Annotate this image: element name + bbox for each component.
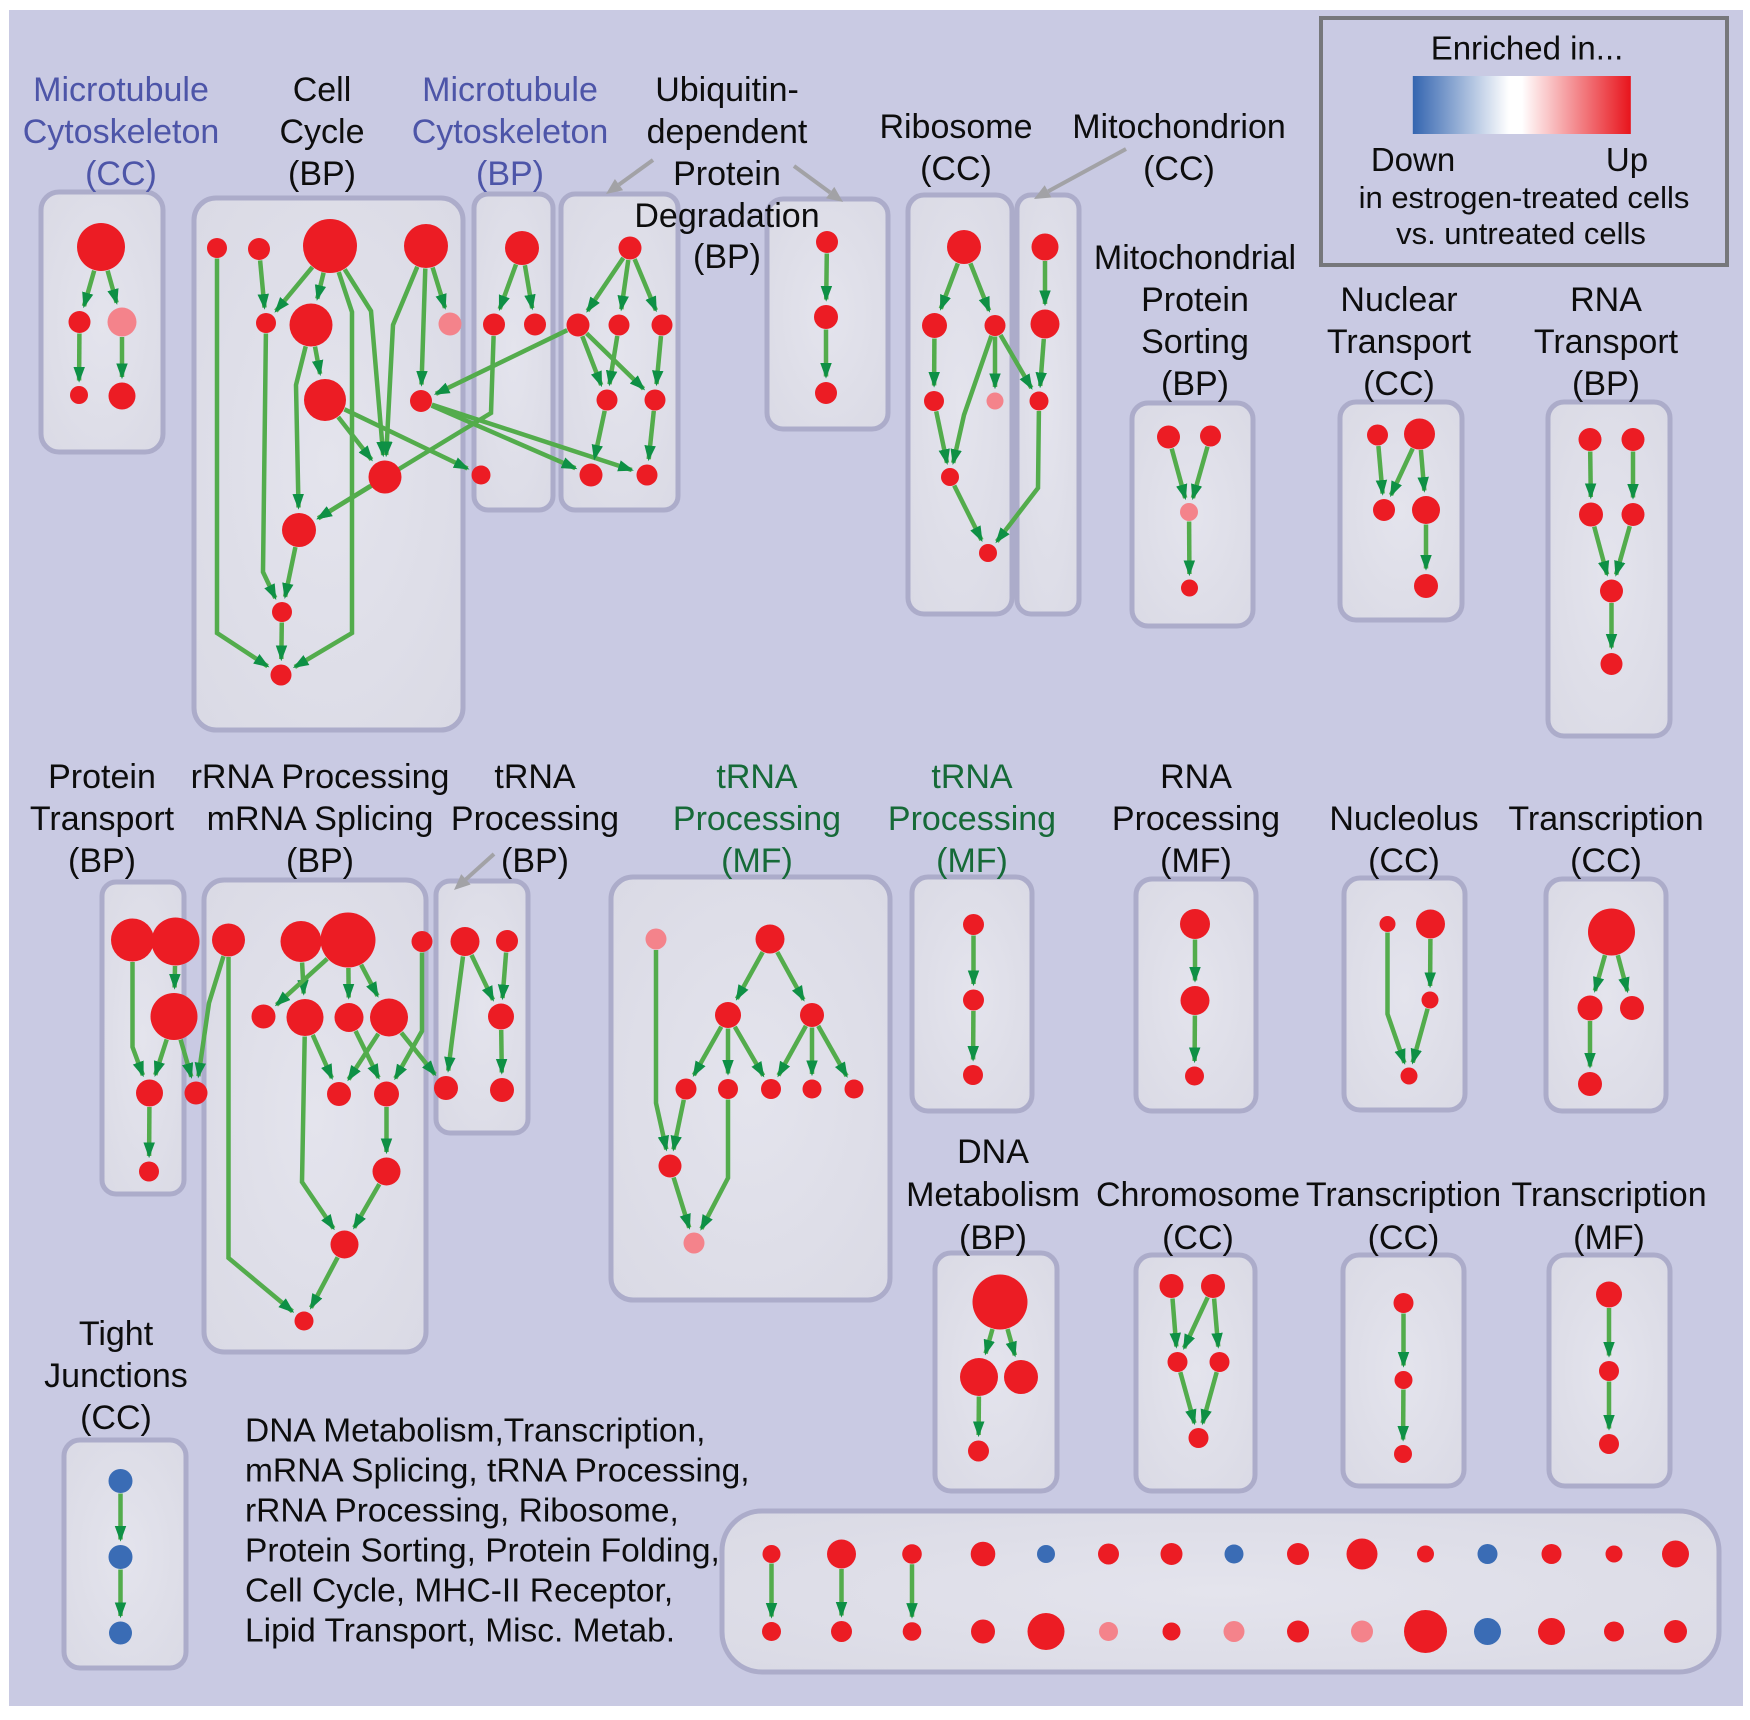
svg-text:rRNA Processing: rRNA Processing <box>191 758 450 796</box>
svg-text:Cytoskeleton: Cytoskeleton <box>23 113 220 151</box>
svg-text:Nucleolus: Nucleolus <box>1329 800 1478 838</box>
svg-text:Processing: Processing <box>673 800 841 838</box>
svg-text:Sorting: Sorting <box>1141 323 1249 361</box>
svg-text:Degradation: Degradation <box>634 197 819 235</box>
svg-text:(CC): (CC) <box>1570 842 1642 880</box>
svg-text:Junctions: Junctions <box>44 1357 188 1395</box>
svg-text:Transport: Transport <box>1327 323 1472 361</box>
svg-text:Microtubule: Microtubule <box>422 71 598 109</box>
svg-text:RNA: RNA <box>1570 281 1642 319</box>
svg-text:Mitochondrion: Mitochondrion <box>1072 108 1286 146</box>
svg-text:(CC): (CC) <box>1363 365 1435 403</box>
svg-text:dependent: dependent <box>647 113 808 151</box>
svg-text:(BP): (BP) <box>959 1219 1027 1257</box>
svg-text:Processing: Processing <box>1112 800 1280 838</box>
svg-text:Microtubule: Microtubule <box>33 71 209 109</box>
svg-text:Protein Sorting, Protein Foldi: Protein Sorting, Protein Folding, <box>245 1533 720 1570</box>
svg-text:(CC): (CC) <box>85 155 157 193</box>
svg-text:(BP): (BP) <box>1572 365 1640 403</box>
svg-text:tRNA: tRNA <box>716 758 798 796</box>
svg-text:Transcription: Transcription <box>1511 1176 1706 1214</box>
svg-text:tRNA: tRNA <box>494 758 576 796</box>
svg-text:Processing: Processing <box>888 800 1056 838</box>
svg-text:(BP): (BP) <box>1161 365 1229 403</box>
svg-text:(BP): (BP) <box>286 842 354 880</box>
svg-text:(CC): (CC) <box>920 150 992 188</box>
svg-text:(BP): (BP) <box>693 238 761 276</box>
svg-text:(CC): (CC) <box>1368 1219 1440 1257</box>
svg-text:(CC): (CC) <box>80 1399 152 1437</box>
svg-text:(CC): (CC) <box>1143 150 1215 188</box>
svg-text:(MF): (MF) <box>721 842 793 880</box>
svg-text:Mitochondrial: Mitochondrial <box>1094 239 1296 277</box>
svg-text:(CC): (CC) <box>1368 842 1440 880</box>
svg-text:(MF): (MF) <box>1573 1219 1645 1257</box>
svg-text:(MF): (MF) <box>936 842 1008 880</box>
svg-text:DNA: DNA <box>957 1133 1029 1171</box>
svg-text:Cell: Cell <box>293 71 352 109</box>
svg-text:Protein: Protein <box>1141 281 1249 319</box>
svg-text:(BP): (BP) <box>288 155 356 193</box>
svg-text:Transport: Transport <box>1534 323 1679 361</box>
svg-text:Metabolism: Metabolism <box>906 1176 1080 1214</box>
svg-text:rRNA Processing, Ribosome,: rRNA Processing, Ribosome, <box>245 1493 679 1530</box>
svg-text:Protein: Protein <box>48 758 156 796</box>
svg-text:Ribosome: Ribosome <box>879 108 1032 146</box>
svg-text:RNA: RNA <box>1160 758 1232 796</box>
svg-text:Processing: Processing <box>451 800 619 838</box>
svg-text:Transcription: Transcription <box>1306 1176 1501 1214</box>
svg-text:vs. untreated cells: vs. untreated cells <box>1396 216 1646 251</box>
svg-text:Protein: Protein <box>673 155 781 193</box>
svg-text:Tight: Tight <box>79 1315 154 1353</box>
svg-text:Cycle: Cycle <box>279 113 364 151</box>
svg-text:Transport: Transport <box>30 800 175 838</box>
svg-text:(MF): (MF) <box>1160 842 1232 880</box>
svg-text:mRNA Splicing: mRNA Splicing <box>207 800 434 838</box>
svg-text:Nuclear: Nuclear <box>1340 281 1457 319</box>
svg-text:Cytoskeleton: Cytoskeleton <box>412 113 609 151</box>
svg-text:(BP): (BP) <box>68 842 136 880</box>
svg-text:Enriched in...: Enriched in... <box>1431 30 1624 67</box>
svg-text:tRNA: tRNA <box>931 758 1013 796</box>
svg-text:Ubiquitin-: Ubiquitin- <box>655 71 799 109</box>
svg-text:in estrogen-treated cells: in estrogen-treated cells <box>1359 180 1690 215</box>
svg-text:(BP): (BP) <box>476 155 544 193</box>
svg-text:Down: Down <box>1371 141 1455 178</box>
svg-text:Up: Up <box>1606 141 1648 178</box>
svg-text:(CC): (CC) <box>1162 1219 1234 1257</box>
svg-text:Chromosome: Chromosome <box>1096 1176 1300 1214</box>
svg-text:DNA Metabolism,Transcription,: DNA Metabolism,Transcription, <box>245 1413 705 1450</box>
svg-text:mRNA Splicing, tRNA Processing: mRNA Splicing, tRNA Processing, <box>245 1453 750 1490</box>
svg-text:(BP): (BP) <box>501 842 569 880</box>
svg-text:Lipid Transport, Misc. Metab.: Lipid Transport, Misc. Metab. <box>245 1613 675 1650</box>
svg-text:Transcription: Transcription <box>1508 800 1703 838</box>
svg-text:Cell Cycle, MHC-II Receptor,: Cell Cycle, MHC-II Receptor, <box>245 1573 673 1610</box>
